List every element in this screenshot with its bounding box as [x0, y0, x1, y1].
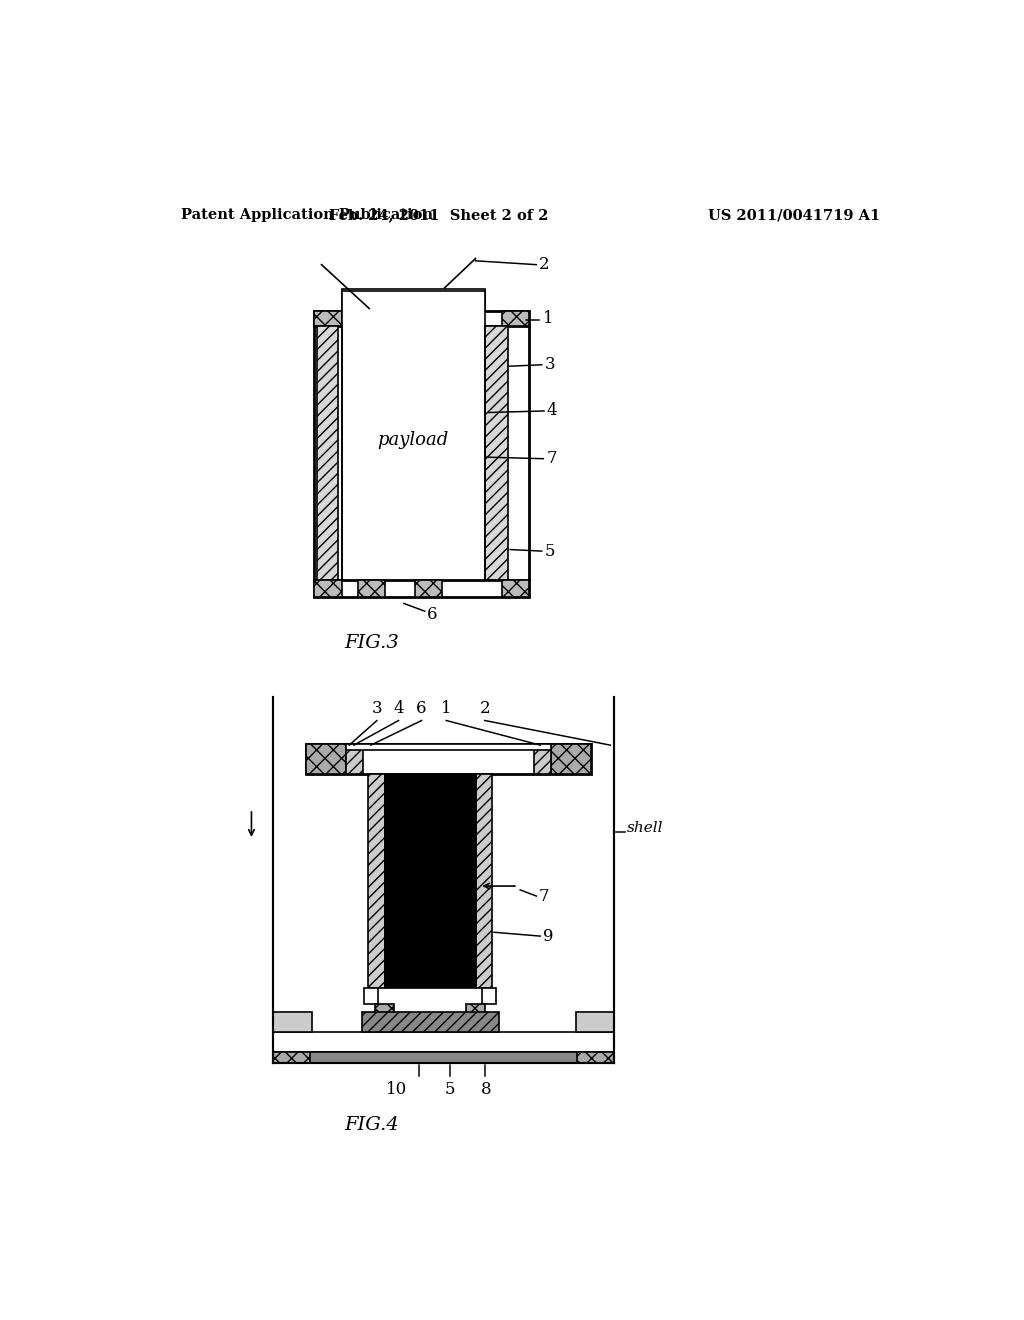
Text: 7: 7 [539, 887, 549, 904]
Text: 2: 2 [479, 700, 490, 717]
Text: 4: 4 [393, 700, 403, 717]
Text: FIG.4: FIG.4 [345, 1115, 399, 1134]
Bar [368, 775, 385, 989]
Bar [502, 581, 529, 598]
Bar [273, 1011, 311, 1032]
Bar [578, 1052, 614, 1063]
Bar [273, 1032, 614, 1052]
Text: FIG.3: FIG.3 [345, 635, 399, 652]
Bar [376, 1003, 394, 1018]
Bar [482, 989, 497, 1003]
Text: payload: payload [378, 432, 449, 449]
Text: 9: 9 [543, 928, 553, 945]
Bar [306, 743, 591, 775]
Text: 3: 3 [372, 700, 382, 717]
Bar [316, 326, 339, 581]
Bar [416, 581, 442, 598]
Text: 7: 7 [547, 450, 557, 467]
Bar [313, 312, 342, 326]
Bar [484, 326, 508, 581]
Bar [502, 312, 529, 326]
Text: Feb. 24, 2011  Sheet 2 of 2: Feb. 24, 2011 Sheet 2 of 2 [329, 209, 548, 223]
Bar [475, 775, 493, 989]
Text: 3: 3 [545, 356, 555, 374]
Bar [346, 743, 364, 775]
Bar [306, 743, 346, 775]
Text: shell: shell [628, 821, 664, 836]
Text: 5: 5 [444, 1081, 456, 1098]
Text: 10: 10 [386, 1081, 407, 1098]
Bar [361, 1011, 499, 1032]
Bar [535, 743, 551, 775]
Text: 1: 1 [543, 310, 553, 327]
Bar [346, 743, 551, 750]
Bar [466, 1003, 484, 1018]
Bar [364, 989, 378, 1003]
Text: US 2011/0041719 A1: US 2011/0041719 A1 [708, 209, 881, 223]
Text: 1: 1 [441, 700, 452, 717]
Bar [313, 581, 342, 598]
Text: 5: 5 [545, 543, 555, 560]
Bar [273, 739, 614, 1063]
Text: 6: 6 [417, 700, 427, 717]
Bar [273, 1052, 614, 1063]
Text: 6: 6 [427, 606, 437, 623]
Bar [385, 775, 475, 989]
Bar [551, 743, 591, 775]
Bar [342, 289, 484, 323]
Text: 4: 4 [547, 403, 557, 420]
Bar [358, 581, 385, 598]
Text: 8: 8 [481, 1081, 492, 1098]
Bar [273, 1052, 310, 1063]
Bar [342, 290, 484, 590]
Bar [313, 312, 529, 326]
Bar [313, 581, 529, 598]
Bar [575, 1011, 614, 1032]
Text: 2: 2 [539, 256, 549, 273]
Text: Patent Application Publication: Patent Application Publication [180, 209, 432, 223]
